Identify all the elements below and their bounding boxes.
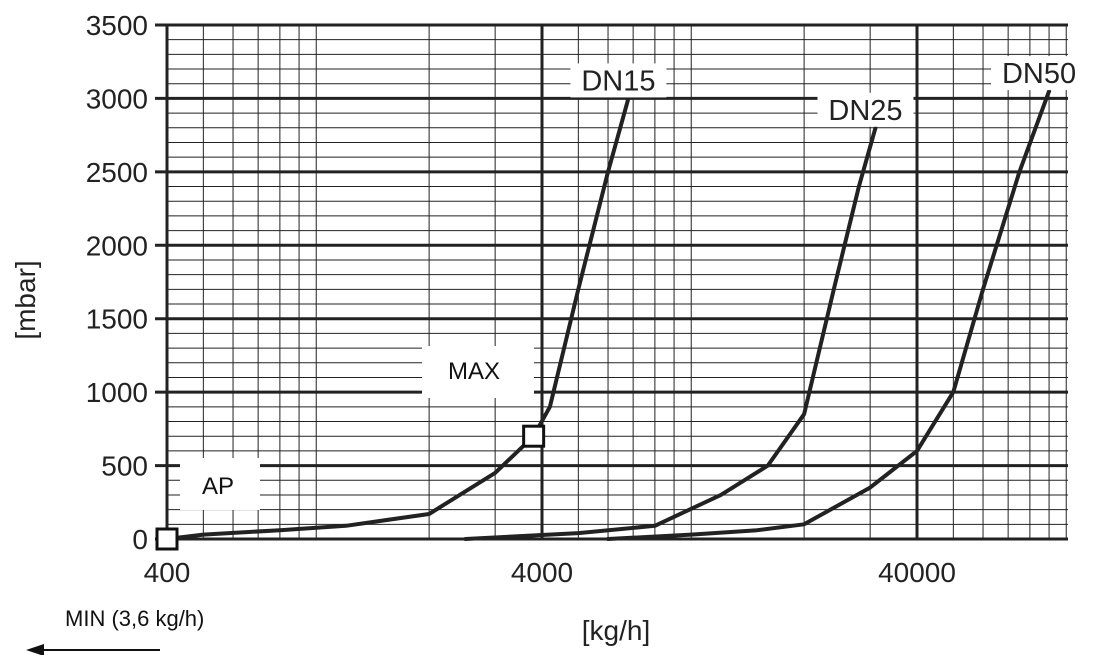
- ap-label-box: [180, 458, 260, 510]
- x-axis-title: [kg/h]: [582, 615, 650, 646]
- min-label: MIN (3,6 kg/h): [65, 606, 204, 631]
- max-label: MAX: [448, 358, 500, 385]
- y-tick-label: 3500: [86, 10, 148, 41]
- x-tick-labels: 400 4000 40000: [144, 557, 956, 588]
- series-label-dn50: DN50: [1002, 58, 1076, 90]
- series-label-dn25: DN25: [828, 95, 902, 127]
- series-label-bg: [817, 92, 914, 127]
- major-gridlines: [155, 23, 1068, 541]
- y-tick-label: 3000: [86, 83, 148, 114]
- min-arrow: [26, 644, 160, 655]
- ap-point-marker: [155, 527, 179, 551]
- y-axis-title: [mbar]: [10, 260, 41, 339]
- y-tick-label: 1500: [86, 304, 148, 335]
- minor-gridlines: [166, 25, 1068, 539]
- y-tick-label: 2000: [86, 230, 148, 261]
- y-tick-label: 500: [101, 451, 148, 482]
- series-line-dn50: [606, 89, 1052, 541]
- series-lines: DN15 DN25 DN50: [165, 56, 1088, 541]
- max-point-marker: [522, 424, 546, 448]
- max-label-box: [422, 346, 534, 398]
- y-tick-labels: 0 500 1000 1500 2000 2500 3000 3500: [86, 10, 148, 555]
- x-tick-label: 40000: [878, 557, 956, 588]
- series-line-dn15: [165, 96, 631, 541]
- y-tick-label: 1000: [86, 377, 148, 408]
- series-label-bg: [570, 63, 667, 98]
- y-tick-label: 2500: [86, 157, 148, 188]
- series-label-dn15: DN15: [581, 65, 655, 97]
- y-tick-label: 0: [132, 524, 148, 555]
- x-tick-label: 400: [144, 557, 191, 588]
- x-tick-label: 4000: [511, 557, 573, 588]
- series-label-bg: [991, 56, 1088, 91]
- series-line-dn25: [463, 125, 878, 541]
- ap-label: AP: [202, 473, 234, 500]
